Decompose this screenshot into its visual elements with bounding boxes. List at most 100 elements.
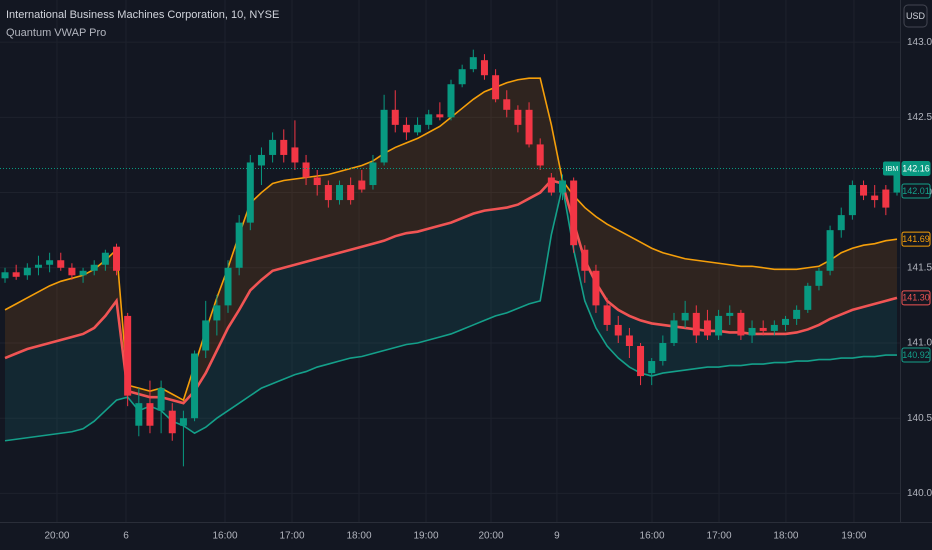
candle-body [79, 270, 87, 276]
candle-body [659, 342, 667, 362]
candle-body [592, 270, 600, 306]
candle-body [146, 403, 154, 426]
candle-body [23, 267, 31, 276]
candle-body [191, 353, 199, 419]
candle-body [402, 124, 410, 133]
y-tick-label: 140.50 [907, 413, 932, 424]
x-tick-label: 16:00 [640, 531, 665, 542]
indicator-name: Quantum VWAP Pro [6, 27, 106, 39]
candle-body [447, 84, 455, 118]
candle-body [715, 315, 723, 336]
candle-body [514, 109, 522, 125]
currency-button[interactable] [903, 4, 928, 28]
x-tick-label: 9 [554, 531, 560, 542]
candle-body [525, 109, 533, 145]
candle-body [848, 185, 856, 216]
candle-body [302, 162, 310, 178]
candle-body [101, 252, 109, 265]
candle-body [793, 309, 801, 319]
candle-body [480, 60, 488, 76]
currency-label: USD [906, 11, 926, 21]
candle-body [213, 305, 221, 321]
candle-body [380, 109, 388, 163]
candle-body [246, 162, 254, 223]
candle-body [469, 57, 477, 70]
y-tick-label: 140.00 [907, 488, 932, 499]
y-tick-label: 142.50 [907, 112, 932, 123]
candle-body [313, 177, 321, 186]
candle-body [46, 260, 54, 265]
candle-body [893, 168, 901, 193]
candle-body [235, 222, 243, 268]
price-tag-label: 140.92 [902, 350, 930, 360]
price-tag-label: 142.16 [902, 163, 930, 173]
candle-body [269, 139, 277, 155]
candle-body [157, 388, 165, 411]
candle-body [135, 403, 143, 426]
x-tick-label: 6 [123, 531, 129, 542]
indicator-line [4, 186, 897, 442]
price-tag-label: 141.69 [902, 234, 930, 244]
indicator-line [4, 179, 898, 405]
x-tick-label: 16:00 [212, 531, 237, 542]
candle-body [57, 260, 65, 268]
x-tick-label: 17:00 [279, 531, 304, 542]
candle-body [815, 270, 823, 286]
candle-body [559, 180, 566, 193]
candle-body [536, 144, 544, 166]
candle-body [748, 327, 756, 336]
candle-body [603, 305, 611, 325]
price-tag [901, 347, 931, 363]
candle-body [614, 324, 622, 336]
price-tag [901, 231, 931, 247]
candle-body [826, 230, 834, 271]
candle-body [369, 162, 377, 186]
price-tag-label: 141.30 [902, 293, 930, 303]
candle-body [581, 249, 589, 271]
candle-body [1, 272, 9, 279]
x-tick-label: 17:00 [707, 531, 732, 542]
candle-body [425, 114, 433, 125]
x-tick-label: 19:00 [841, 531, 866, 542]
x-tick-label: 18:00 [773, 531, 798, 542]
candle-body [168, 410, 176, 434]
y-tick-label: 141.00 [907, 338, 932, 349]
price-tag [901, 290, 931, 306]
candle-body [726, 312, 734, 316]
candle-body [770, 324, 778, 331]
candle-body [336, 185, 344, 201]
symbol-tag [883, 161, 901, 176]
x-tick-label: 19:00 [414, 531, 439, 542]
candle-body [737, 312, 745, 336]
candle-body [458, 69, 466, 85]
candle-body [391, 109, 399, 125]
candle-body [492, 75, 500, 100]
candle-body [257, 154, 265, 166]
candle-body [12, 272, 20, 277]
candle-body [703, 320, 711, 336]
candle-body [670, 320, 678, 343]
candle-body [681, 312, 689, 321]
candle-body [414, 124, 422, 133]
candle-body [113, 246, 121, 271]
x-tick-label: 20:00 [44, 531, 69, 542]
candle-body [570, 180, 578, 246]
candle-body [547, 177, 555, 193]
candle-body [347, 185, 355, 201]
symbol-tag-label: IBM [886, 166, 899, 173]
candle-body [90, 264, 98, 271]
candle-body [34, 264, 42, 268]
candle-body [781, 318, 789, 325]
candle-body [291, 147, 299, 163]
candle-body [503, 99, 511, 110]
candle-body [202, 320, 210, 351]
candle-body [804, 285, 812, 310]
candle-body [324, 185, 332, 201]
candle-body [625, 335, 633, 346]
candle-body [436, 114, 444, 118]
x-tick-label: 20:00 [479, 531, 504, 542]
y-tick-label: 141.50 [907, 262, 932, 273]
x-tick-label: 18:00 [347, 531, 372, 542]
